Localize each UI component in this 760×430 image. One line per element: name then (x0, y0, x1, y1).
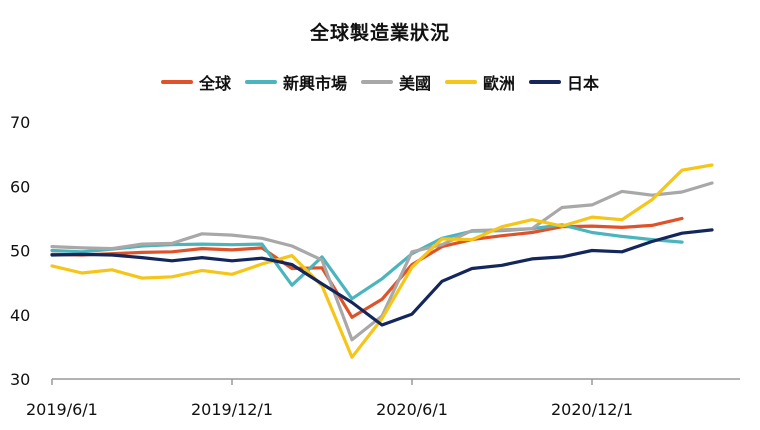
legend-item: 新興市場 (244, 70, 347, 94)
x-tick-label: 2020/12/1 (551, 400, 633, 419)
legend-swatch (529, 80, 562, 84)
series-line-新興市場 (50, 223, 684, 301)
legend-swatch (445, 80, 477, 84)
y-tick-label: 60 (10, 177, 30, 196)
legend-swatch (244, 80, 277, 84)
x-tick-label: 2019/12/1 (191, 400, 273, 419)
x-tick-label: 2019/6/1 (26, 400, 98, 419)
legend-item: 日本 (529, 70, 599, 94)
y-tick-label: 50 (10, 242, 30, 261)
legend-swatch (360, 80, 393, 84)
legend-label: 全球 (198, 74, 231, 93)
legend-item: 全球 (160, 70, 231, 94)
legend-item: 美國 (360, 70, 431, 94)
series-line-日本 (50, 228, 714, 327)
y-tick-label: 70 (10, 113, 30, 132)
y-tick-label: 40 (10, 306, 30, 325)
x-tick-label: 2020/6/1 (376, 400, 448, 419)
legend-swatch (160, 80, 193, 84)
series-line-歐洲 (50, 163, 714, 359)
legend-label: 新興市場 (282, 74, 347, 93)
series-line-全球 (50, 216, 684, 319)
legend: 全球 新興市場 美國 歐洲 日本 (0, 70, 760, 94)
y-tick-label: 30 (10, 370, 30, 389)
legend-label: 日本 (567, 74, 600, 93)
chart-title: 全球製造業狀況 (309, 22, 450, 44)
legend-label: 歐洲 (483, 74, 516, 93)
legend-item: 歐洲 (445, 70, 515, 94)
legend-label: 美國 (398, 74, 431, 93)
